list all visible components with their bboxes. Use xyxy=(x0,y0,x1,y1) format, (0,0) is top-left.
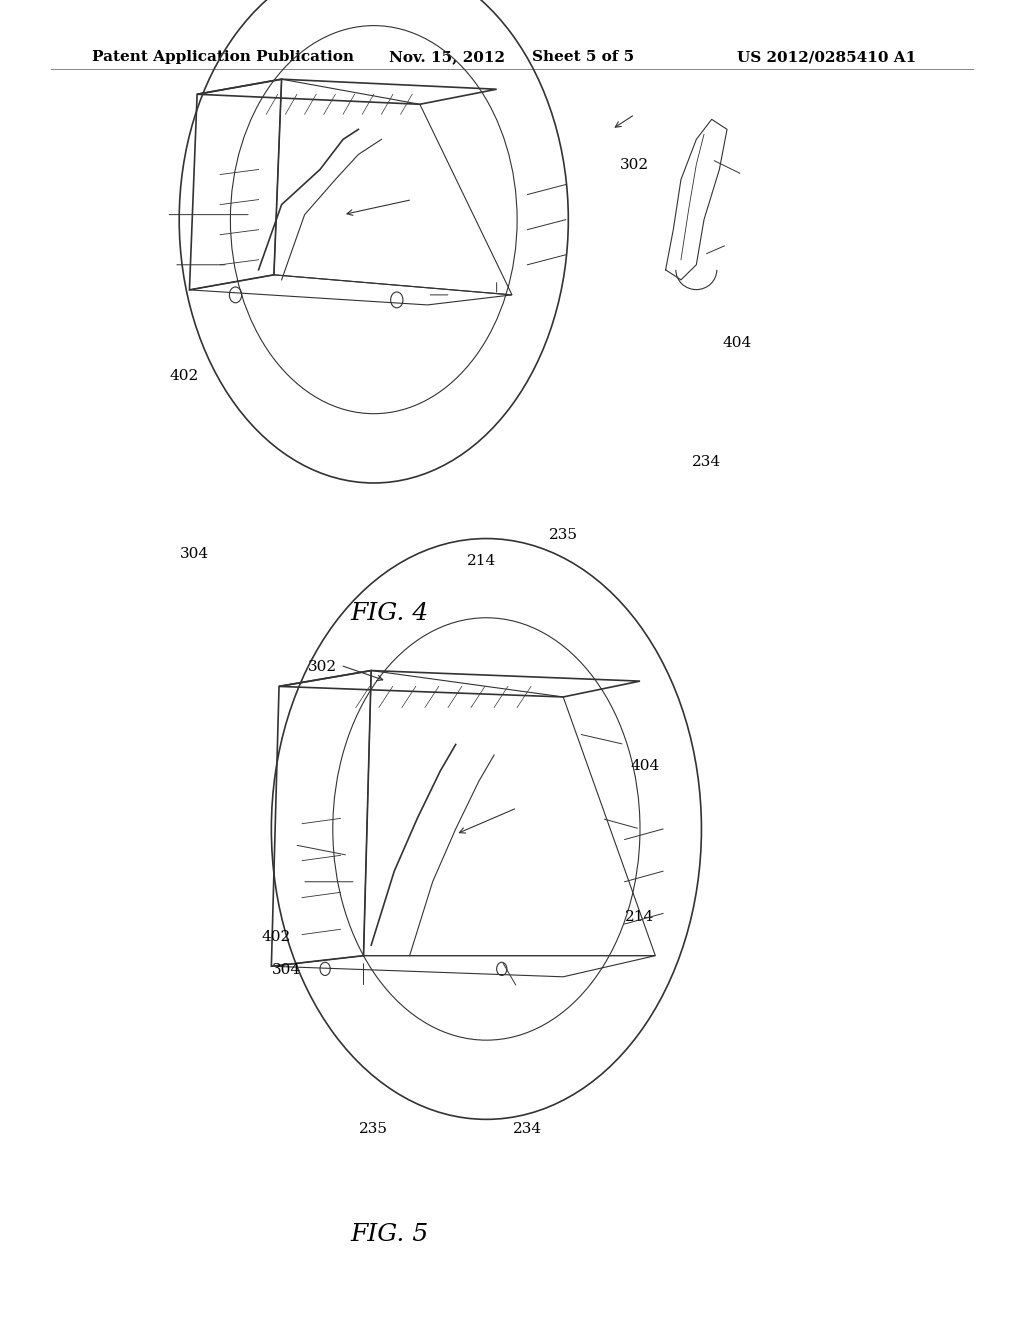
Text: 304: 304 xyxy=(180,548,209,561)
Text: 234: 234 xyxy=(692,455,721,469)
Text: FIG. 4: FIG. 4 xyxy=(350,602,428,626)
Text: 235: 235 xyxy=(359,1122,388,1135)
Text: 302: 302 xyxy=(621,158,649,172)
Text: US 2012/0285410 A1: US 2012/0285410 A1 xyxy=(737,50,916,65)
Text: 402: 402 xyxy=(262,931,291,944)
Text: 214: 214 xyxy=(467,554,496,568)
Text: 214: 214 xyxy=(626,911,654,924)
Text: 402: 402 xyxy=(170,370,199,383)
Text: 404: 404 xyxy=(631,759,659,772)
Text: 404: 404 xyxy=(723,337,752,350)
Text: 304: 304 xyxy=(272,964,301,977)
Text: FIG. 5: FIG. 5 xyxy=(350,1222,428,1246)
Text: 234: 234 xyxy=(513,1122,542,1135)
Text: Sheet 5 of 5: Sheet 5 of 5 xyxy=(532,50,635,65)
Text: Nov. 15, 2012: Nov. 15, 2012 xyxy=(389,50,505,65)
Text: Patent Application Publication: Patent Application Publication xyxy=(92,50,354,65)
Text: 235: 235 xyxy=(549,528,578,541)
Text: 302: 302 xyxy=(308,660,337,673)
